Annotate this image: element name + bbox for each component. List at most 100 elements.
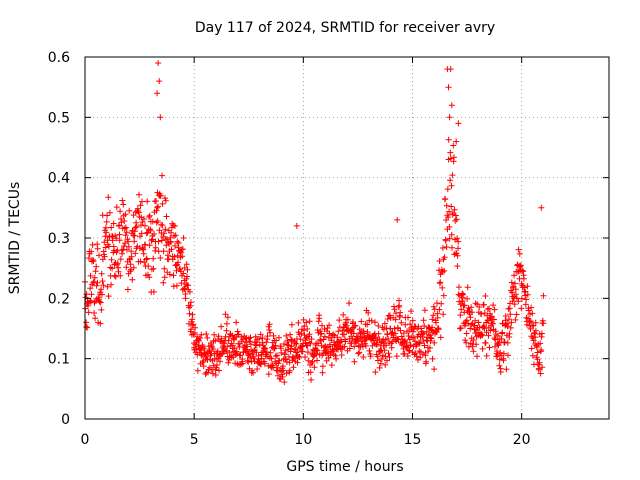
data-point: [491, 306, 498, 313]
data-point: [537, 370, 544, 377]
data-point: [287, 331, 294, 338]
data-point: [280, 367, 287, 374]
data-point: [91, 274, 98, 281]
data-point: [508, 279, 515, 286]
data-point: [483, 352, 490, 359]
data-point: [431, 339, 438, 346]
data-point: [375, 357, 381, 364]
data-point: [142, 222, 148, 229]
data-point: [106, 209, 113, 216]
data-point: [491, 316, 497, 323]
data-point: [147, 227, 154, 234]
data-point: [144, 229, 151, 236]
data-point: [489, 320, 496, 327]
data-point: [372, 369, 379, 376]
data-point: [225, 359, 232, 366]
data-point: [323, 357, 330, 364]
data-point: [266, 321, 273, 328]
data-point: [198, 331, 205, 338]
data-point: [198, 347, 205, 354]
data-point: [155, 60, 162, 66]
chart-title: Day 117 of 2024, SRMTID for receiver avr…: [195, 20, 495, 36]
data-point: [155, 238, 162, 245]
data-point: [121, 243, 127, 250]
data-point: [171, 253, 178, 260]
data-point: [256, 336, 263, 342]
data-point: [425, 331, 432, 338]
data-point: [217, 358, 223, 365]
data-point: [162, 197, 169, 204]
data-point: [494, 348, 500, 355]
data-point: [159, 172, 165, 179]
data-point: [263, 349, 270, 355]
data-point: [516, 250, 523, 257]
data-point: [311, 364, 318, 371]
data-point: [491, 335, 498, 342]
data-point: [378, 356, 385, 362]
data-point: [460, 291, 467, 298]
x-tick-label: 15: [404, 432, 422, 448]
data-point: [455, 120, 462, 127]
data-point: [146, 242, 153, 249]
data-point: [122, 224, 129, 231]
data-point: [283, 332, 290, 339]
data-point: [364, 321, 371, 328]
data-point: [451, 206, 458, 213]
data-point: [407, 342, 414, 348]
data-point: [273, 337, 280, 344]
data-point: [160, 279, 167, 286]
data-point: [540, 320, 547, 327]
data-point: [499, 329, 506, 336]
data-point: [473, 341, 480, 348]
data-point: [378, 339, 385, 346]
data-point: [332, 352, 339, 359]
data-point: [531, 330, 538, 337]
data-point: [377, 360, 384, 367]
data-point: [512, 316, 519, 323]
data-point: [89, 241, 96, 248]
data-point: [96, 298, 103, 305]
data-point: [99, 278, 106, 285]
data-point: [188, 326, 195, 333]
data-point: [304, 326, 311, 332]
data-point: [447, 66, 454, 73]
data-point: [232, 351, 239, 358]
data-point: [116, 231, 123, 238]
data-point: [175, 240, 182, 246]
data-point: [366, 347, 373, 354]
data-point: [326, 322, 333, 329]
data-point: [502, 313, 509, 319]
data-point: [482, 293, 489, 299]
data-point: [457, 325, 464, 331]
data-point: [454, 252, 461, 259]
data-point: [511, 301, 518, 308]
data-point: [514, 268, 521, 275]
data-point: [515, 246, 522, 253]
data-point: [382, 353, 389, 360]
data-point: [358, 318, 365, 325]
data-point: [307, 340, 314, 347]
data-point: [538, 347, 545, 353]
data-point: [511, 272, 518, 279]
data-point: [372, 319, 378, 326]
data-point: [192, 324, 199, 331]
data-point: [430, 312, 437, 319]
data-point: [93, 282, 100, 289]
data-point: [434, 314, 441, 321]
data-point: [463, 330, 470, 337]
data-point: [278, 349, 285, 356]
data-point: [381, 320, 388, 327]
data-point: [497, 369, 504, 375]
data-point: [397, 309, 404, 316]
data-point: [438, 300, 445, 307]
data-point: [293, 222, 300, 229]
data-point: [125, 238, 132, 245]
data-point: [314, 347, 321, 354]
data-point: [529, 352, 536, 359]
data-point: [504, 323, 511, 330]
data-point: [365, 309, 372, 316]
data-point: [309, 358, 316, 365]
data-point: [101, 239, 108, 246]
tick-marks: 0 0.1 0.2 0.3 0.4 0.5 0.6 0 5 10 15 20: [48, 50, 609, 448]
data-point: [201, 345, 208, 352]
